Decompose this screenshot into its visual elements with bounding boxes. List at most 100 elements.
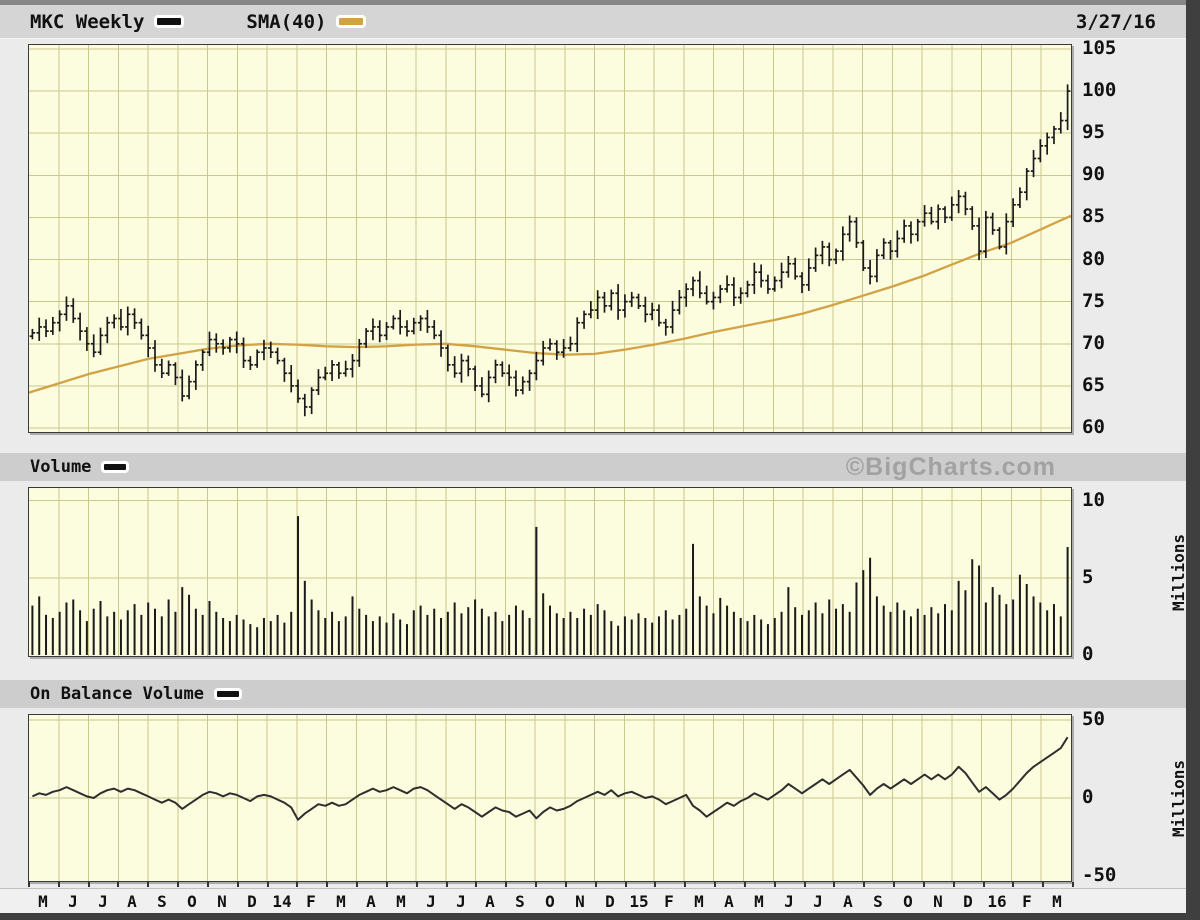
x-axis-month-label: S (515, 892, 525, 911)
price-tick-label: 60 (1082, 416, 1105, 438)
chart-surface (29, 488, 1071, 656)
x-axis-tick-mark (28, 882, 30, 887)
x-axis-month-label: S (157, 892, 167, 911)
x-axis-month-label: S (873, 892, 883, 911)
x-axis-tick-mark (863, 882, 865, 887)
x-axis-tick-mark (88, 882, 90, 887)
price-tick-label: 105 (1082, 37, 1117, 59)
x-axis-tick-mark (356, 882, 358, 887)
x-axis-tick-mark (267, 882, 269, 887)
chart-surface (29, 715, 1071, 881)
price-tick-label: 90 (1082, 163, 1105, 185)
x-axis-month-label: M (694, 892, 704, 911)
x-axis-month-label: F (1022, 892, 1032, 911)
x-axis-tick-mark (416, 882, 418, 887)
price-tick-label: 70 (1082, 332, 1105, 354)
x-axis-month-label: N (575, 892, 585, 911)
x-axis-month-label: A (485, 892, 495, 911)
x-axis-tick-mark (983, 882, 985, 887)
x-axis-month-label: O (903, 892, 913, 911)
x-axis-month-label: 14 (272, 892, 292, 911)
obv-chart-panel (28, 714, 1072, 882)
x-axis-month-label: F (664, 892, 674, 911)
x-axis-month-label: D (247, 892, 257, 911)
volume-tick-label: 0 (1082, 643, 1094, 665)
x-axis-month-label: J (813, 892, 823, 911)
x-axis-month-label: O (187, 892, 197, 911)
x-axis-month-label: M (38, 892, 48, 911)
window-right-edge (1186, 0, 1200, 920)
x-axis-tick-mark (207, 882, 209, 887)
x-axis-tick-mark (774, 882, 776, 887)
symbol-title: MKC Weekly (30, 10, 145, 33)
x-axis-tick-mark (58, 882, 60, 887)
x-axis-month-label: A (366, 892, 376, 911)
x-axis-month-label: J (68, 892, 78, 911)
x-axis-tick-mark (117, 882, 119, 887)
x-axis-tick-mark (147, 882, 149, 887)
x-axis-month-label: J (456, 892, 466, 911)
x-axis-month-label: A (724, 892, 734, 911)
obv-tick-label: 0 (1082, 786, 1094, 808)
window-top-edge (0, 0, 1200, 5)
x-axis-month-label: N (217, 892, 227, 911)
x-axis-tick-mark (237, 882, 239, 887)
obv-section-bar: On Balance Volume (0, 680, 1186, 708)
x-axis-month-label: A (843, 892, 853, 911)
x-axis-month-label: D (963, 892, 973, 911)
price-tick-label: 95 (1082, 121, 1105, 143)
window-bottom-edge (0, 913, 1200, 920)
price-chart-panel (28, 44, 1072, 433)
sma-legend-label: SMA(40) (246, 10, 327, 33)
x-axis-month-label: M (336, 892, 346, 911)
obv-series-swatch-icon (214, 688, 242, 700)
x-axis-tick-mark (535, 882, 537, 887)
x-axis-month-label: D (605, 892, 615, 911)
x-axis-tick-mark (654, 882, 656, 887)
chart-header-bar: MKC Weekly SMA(40) (0, 5, 1200, 39)
x-axis-tick-mark (505, 882, 507, 887)
obv-tick-label: 50 (1082, 708, 1105, 730)
obv-tick-label: -50 (1082, 864, 1117, 886)
x-axis-tick-mark (1012, 882, 1014, 887)
bigcharts-watermark: ©BigCharts.com (845, 452, 1056, 481)
x-axis-tick-mark (744, 882, 746, 887)
volume-chart-panel (28, 487, 1072, 657)
x-axis-month-label: 15 (629, 892, 649, 911)
volume-section-bar: Volume ©BigCharts.com (0, 453, 1186, 481)
x-axis-tick-mark (804, 882, 806, 887)
x-axis-tick-mark (595, 882, 597, 887)
x-axis-month-label: M (396, 892, 406, 911)
x-axis-tick-mark (177, 882, 179, 887)
volume-series-swatch-icon (101, 461, 130, 473)
x-axis-tick-mark (714, 882, 716, 887)
x-axis-month-label: F (306, 892, 316, 911)
x-axis-tick-mark (833, 882, 835, 887)
x-axis-tick-mark (446, 882, 448, 887)
x-axis-month-label: M (754, 892, 764, 911)
volume-section-label: Volume (30, 457, 92, 477)
x-axis-tick-mark (326, 882, 328, 887)
price-tick-label: 65 (1082, 374, 1105, 396)
obv-section-label: On Balance Volume (30, 684, 204, 704)
x-axis-month-label: J (426, 892, 436, 911)
x-axis-month-label: 16 (987, 892, 1007, 911)
chart-date: 3/27/16 (1075, 11, 1156, 33)
x-axis-month-label: J (784, 892, 794, 911)
x-axis-month-label: N (933, 892, 943, 911)
x-axis-month-label: J (98, 892, 108, 911)
volume-tick-label: 10 (1082, 489, 1105, 511)
x-axis-tick-mark (684, 882, 686, 887)
x-axis-tick-mark (386, 882, 388, 887)
price-tick-label: 100 (1082, 79, 1117, 101)
price-tick-label: 80 (1082, 248, 1105, 270)
x-axis-tick-mark (923, 882, 925, 887)
time-axis-strip: M J J A S O N D 14 F M A M J J A S O N D 15 F M A M J J A S O N D 16 F M (0, 888, 1186, 914)
x-axis-tick-mark (625, 882, 627, 887)
price-series-swatch-icon (154, 15, 185, 28)
x-axis-tick-mark (475, 882, 477, 887)
x-axis-tick-mark (1072, 882, 1074, 887)
x-axis-month-label: O (545, 892, 555, 911)
price-tick-label: 75 (1082, 290, 1105, 312)
x-axis-month-label: A (127, 892, 137, 911)
